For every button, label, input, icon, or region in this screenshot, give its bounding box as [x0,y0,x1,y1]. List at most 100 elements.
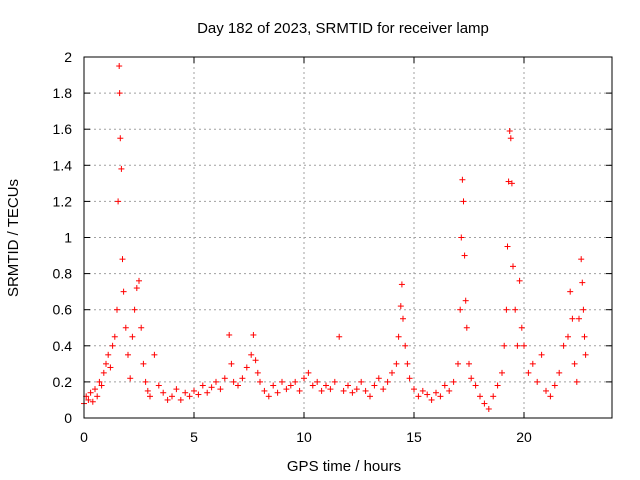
data-point [580,306,587,313]
data-point [213,378,219,385]
data-point [547,393,554,400]
data-point [191,387,197,394]
data-point [340,387,347,394]
data-point [518,324,525,331]
data-point [419,387,426,394]
y-tick-label: 1.6 [53,121,73,137]
data-point [173,386,180,393]
data-point [551,382,558,389]
data-point [560,342,567,349]
data-point [358,378,365,385]
data-point [127,375,134,382]
data-point [283,386,290,393]
data-point [397,303,404,310]
data-point [142,378,149,385]
data-point [508,180,515,187]
data-point [111,333,118,340]
data-point [279,378,285,385]
data-point [301,375,307,382]
data-point [433,389,439,396]
data-point [353,386,360,393]
data-point [459,176,466,183]
data-point [208,384,215,391]
data-point [131,306,138,313]
data-point [87,389,94,396]
y-tick-label: 1.2 [53,193,73,209]
x-tick-label: 10 [296,429,312,445]
data-point [270,382,277,389]
data-point [501,342,508,349]
data-point [105,351,112,358]
data-point [510,263,516,270]
data-point [428,396,435,403]
data-point [579,279,586,286]
data-point [140,360,147,367]
data-point [96,378,103,385]
data-point [494,382,501,389]
data-point [404,360,411,367]
data-point [309,382,316,389]
data-point [543,387,549,394]
y-tick-label: 0 [64,410,72,426]
data-point [395,333,402,340]
data-point [468,375,475,382]
data-point [122,324,129,331]
data-point [477,393,483,400]
data-point [204,389,211,396]
data-point [261,387,268,394]
data-point [457,306,464,313]
data-point [573,378,580,385]
data-point [458,234,465,241]
data-point [228,360,235,367]
data-point [441,382,448,389]
data-point [169,393,175,400]
data-point [274,389,281,396]
data-point [512,306,519,313]
data-point [125,351,131,358]
data-point [578,256,585,263]
data-point [499,369,505,376]
data-point [164,396,171,403]
data-point [129,333,136,340]
x-axis-label: GPS time / hours [287,458,401,475]
data-point [367,393,373,400]
data-point [576,315,582,322]
data-point [226,331,233,338]
data-point [461,252,468,259]
data-point [402,342,409,349]
data-point [103,360,109,367]
data-point [503,306,510,313]
x-tick-label: 0 [80,429,88,445]
data-point [581,333,588,340]
data-point [569,315,576,322]
data-point [107,364,114,371]
data-point [371,382,378,389]
data-point [490,393,497,400]
data-point [534,378,541,385]
data-point [239,375,246,382]
data-point [567,288,574,295]
data-point [186,393,193,400]
data-point [248,351,255,358]
data-point [89,398,96,405]
data-point [505,178,512,185]
data-point [411,386,417,393]
data-point [336,333,343,340]
data-point [460,198,467,205]
data-point [318,387,325,394]
data-point [265,393,272,400]
data-point [292,378,299,385]
data-point [538,351,545,358]
data-point [217,386,224,393]
data-point [221,375,228,382]
data-point [400,315,406,322]
data-point [415,393,422,400]
y-tick-label: 0.8 [53,266,73,282]
y-axis-ticks: 0 0.2 0.4 0.6 0.8 1 1.2 1.4 1.6 1.8 2 [53,49,612,426]
data-point [230,378,237,385]
data-point [92,386,98,393]
data-points [81,63,589,412]
data-point [120,288,127,295]
data-point [305,369,312,376]
